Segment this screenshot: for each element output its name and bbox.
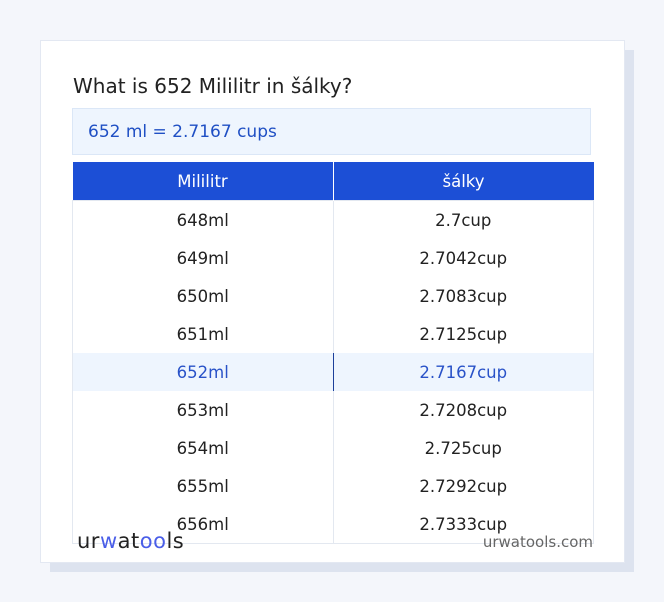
- table-row: 649ml 2.7042cup: [72, 239, 594, 277]
- cell-cups: 2.7cup: [435, 210, 492, 230]
- urwatools-logo[interactable]: urwatools: [77, 529, 185, 553]
- cell-ml: 649ml: [72, 239, 334, 277]
- table-row: 650ml 2.7083cup: [72, 277, 594, 315]
- table-header: Mililitr šálky: [72, 162, 594, 201]
- cell-ml: 654ml: [72, 429, 334, 467]
- cell-ml: 650ml: [72, 277, 334, 315]
- page-title: What is 652 Mililitr in šálky?: [73, 74, 353, 98]
- cell-ml: 652ml: [72, 353, 334, 391]
- table-row: 655ml 2.7292cup: [72, 467, 594, 505]
- cell-ml: 648ml: [72, 200, 334, 239]
- header-salky: šálky: [333, 162, 594, 201]
- cell-cups: 2.7167cup: [333, 353, 594, 391]
- header-mililitr: Mililitr: [72, 162, 334, 201]
- table-row: 656ml 2.7333cup: [72, 505, 594, 544]
- cell-cups: 2.7333cup: [419, 514, 508, 534]
- cell-cups: 2.7125cup: [419, 324, 508, 344]
- cell-ml: 655ml: [72, 467, 334, 505]
- table-row: 651ml 2.7125cup: [72, 315, 594, 353]
- site-url[interactable]: urwatools.com: [482, 533, 593, 551]
- converter-card: What is 652 Mililitr in šálky? 652 ml = …: [40, 40, 625, 563]
- cell-ml: 651ml: [72, 315, 334, 353]
- cell-cups: 2.725cup: [424, 438, 502, 458]
- cell-cups: 2.7042cup: [419, 248, 508, 268]
- table-row-highlighted: 652ml 2.7167cup: [72, 353, 594, 391]
- cell-cups: 2.7208cup: [419, 400, 508, 420]
- table-row: 653ml 2.7208cup: [72, 391, 594, 429]
- cell-ml: 656ml: [72, 505, 334, 544]
- table-row: 648ml 2.7cup: [72, 200, 594, 239]
- cell-ml: 653ml: [72, 391, 334, 429]
- conversion-result: 652 ml = 2.7167 cups: [72, 108, 591, 155]
- table-row: 654ml 2.725cup: [72, 429, 594, 467]
- cell-cups: 2.7292cup: [419, 476, 508, 496]
- cell-cups: 2.7083cup: [419, 286, 508, 306]
- conversion-table: Mililitr šálky 648ml 2.7cup 649ml 2.7042cup…: [72, 162, 594, 544]
